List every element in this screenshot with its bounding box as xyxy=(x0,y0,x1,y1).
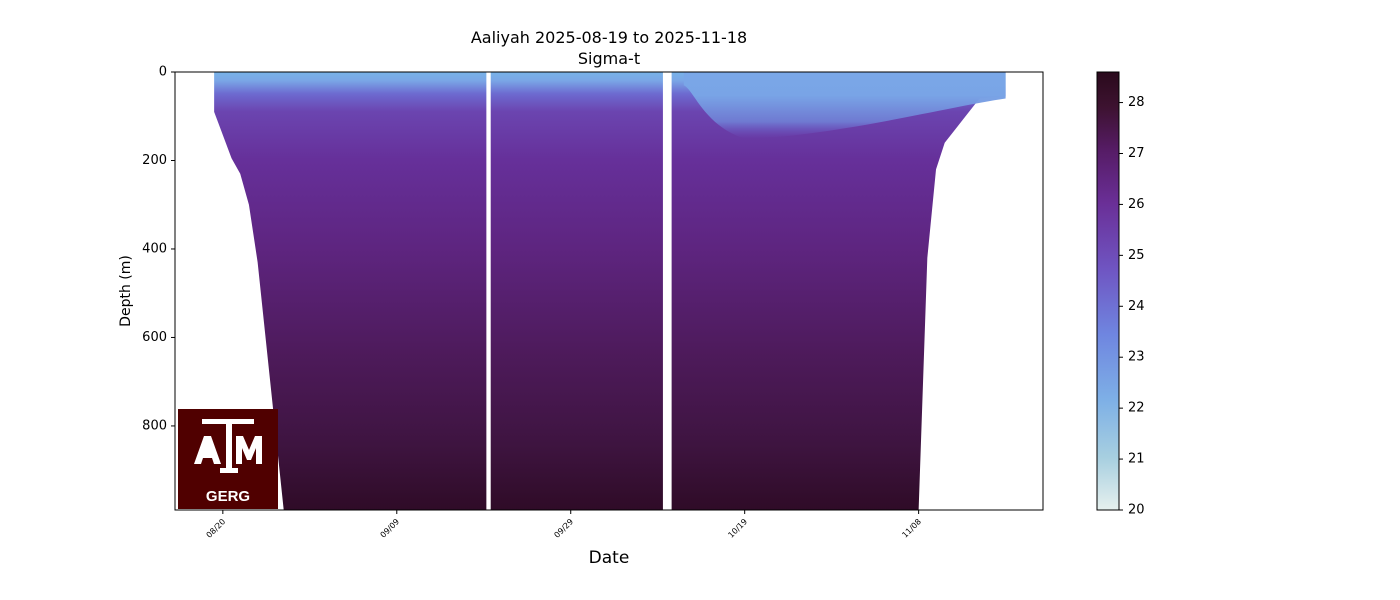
colorbar-tick-label: 27 xyxy=(1128,146,1145,161)
colorbar-tick-label: 24 xyxy=(1128,299,1145,314)
x-tick-label: 09/09 xyxy=(379,517,402,540)
y-tick-label: 600 xyxy=(142,330,167,345)
colorbar-tick-label: 23 xyxy=(1128,350,1145,365)
y-tick-label: 800 xyxy=(142,418,167,433)
colorbar-tick-label: 25 xyxy=(1128,248,1145,263)
colorbar-tick-label: 26 xyxy=(1128,197,1145,212)
colorbar xyxy=(1096,71,1120,511)
mixed-layer-area xyxy=(683,72,1006,139)
x-tick-label: 08/20 xyxy=(205,517,228,540)
data-gap-1 xyxy=(486,72,491,510)
data-gap-2 xyxy=(662,72,672,510)
tamu-gerg-logo: GERG xyxy=(178,409,278,509)
colorbar-tick-label: 22 xyxy=(1128,401,1145,416)
plot-frame xyxy=(174,71,1044,511)
colorbar-tick-label: 28 xyxy=(1128,95,1145,110)
y-tick-label: 400 xyxy=(142,241,167,256)
plot-area xyxy=(214,72,1006,510)
x-tick-label: 11/08 xyxy=(900,517,923,540)
chart-subtitle: Sigma-t xyxy=(578,49,640,68)
y-tick-label: 200 xyxy=(142,153,167,168)
y-axis-label: Depth (m) xyxy=(118,255,134,327)
logo-text: GERG xyxy=(206,488,250,505)
colorbar-tick-label: 20 xyxy=(1128,503,1145,518)
atm-logo-icon xyxy=(194,419,262,473)
colorbar-tick-label: 21 xyxy=(1128,452,1145,467)
y-tick-label: 0 xyxy=(159,65,167,80)
x-tick-label: 09/29 xyxy=(552,517,575,540)
data-coverage-area xyxy=(214,72,1006,510)
x-axis-label: Date xyxy=(589,548,630,568)
x-tick-label: 10/19 xyxy=(726,517,749,540)
chart-title: Aaliyah 2025-08-19 to 2025-11-18 xyxy=(471,28,747,47)
